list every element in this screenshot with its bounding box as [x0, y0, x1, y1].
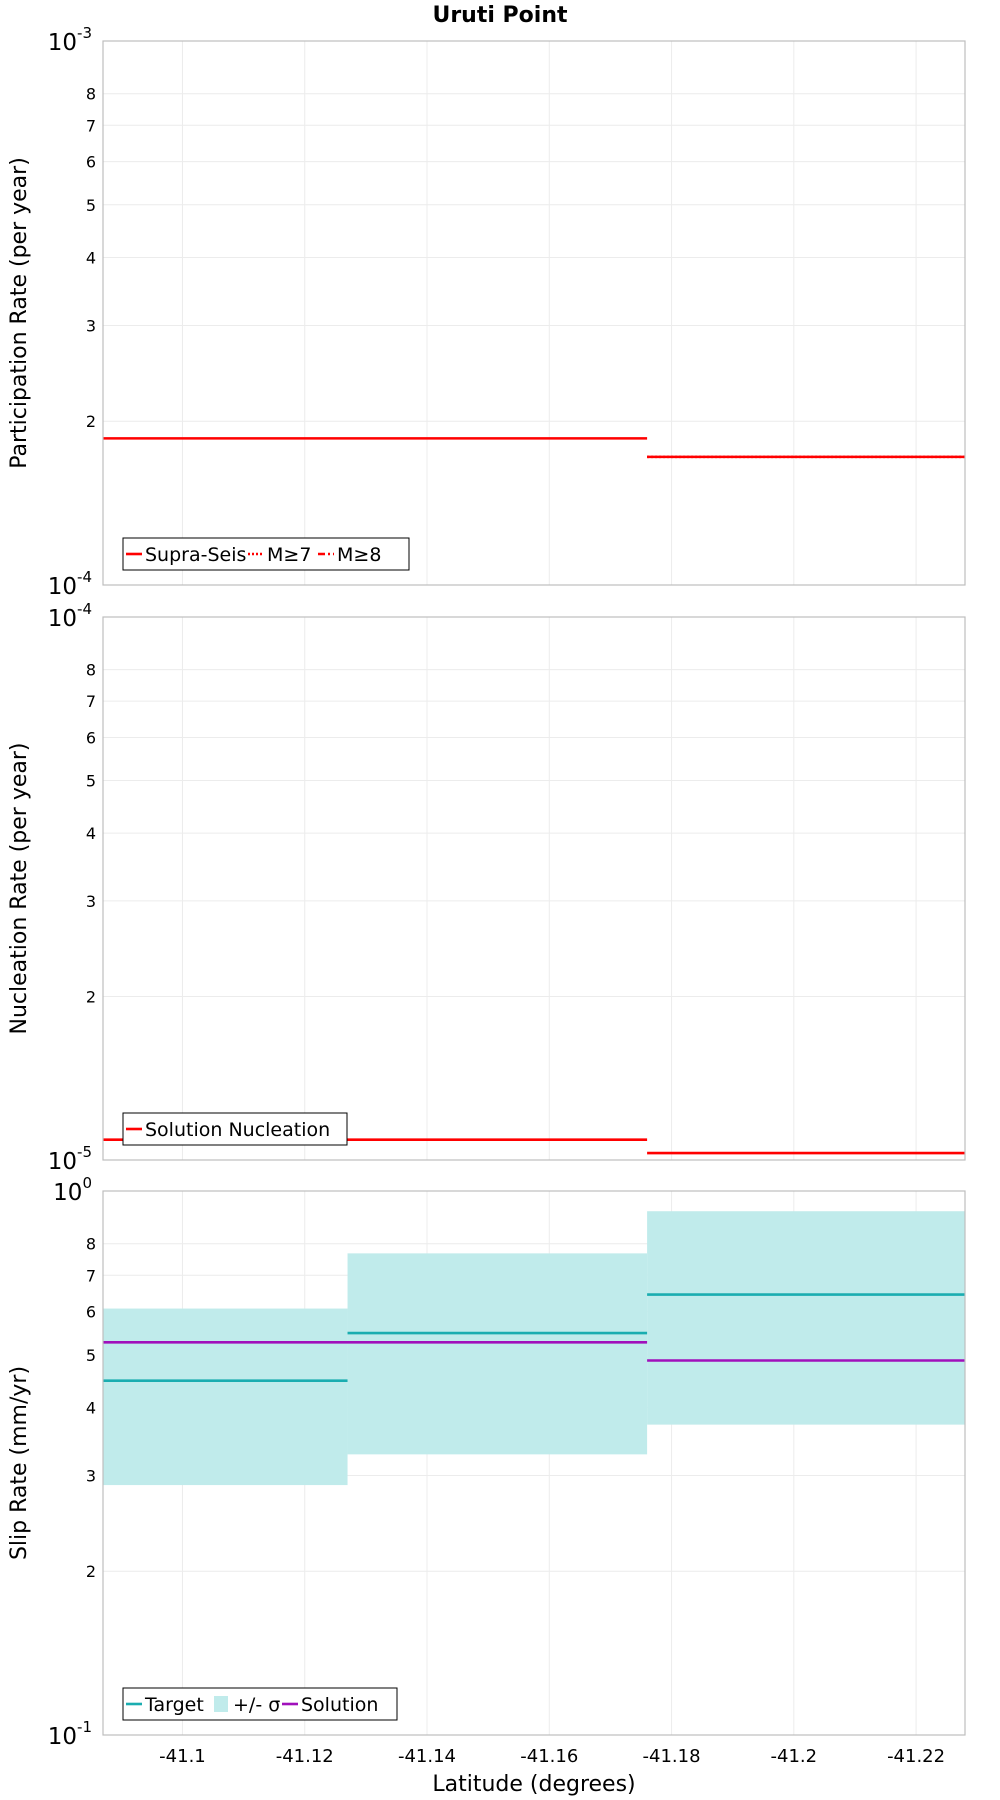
legend: Target +/- σ Solution [122, 1687, 398, 1721]
y-tick-label: 10-1 [48, 1718, 92, 1750]
y-tick-label: 7 [86, 116, 96, 135]
y-tick-label: 4 [86, 1398, 96, 1417]
y-tick-label: 4 [86, 248, 96, 267]
x-tick-label: -41.2 [771, 1746, 818, 1767]
x-tick-label: -41.1 [159, 1746, 206, 1767]
legend: Solution Nucleation [122, 1112, 348, 1146]
y-tick-label: 100 [53, 1174, 92, 1206]
y-tick-label: 3 [86, 892, 96, 911]
plot-frame [102, 40, 966, 586]
legend-label: +/- σ [233, 1694, 280, 1716]
nucleation-rate-panel: 10-5 2 3 4 5 6 7 8 10-4 Nucleation Rate (per year… [7, 600, 966, 1175]
y-tick-label: 7 [86, 692, 96, 711]
legend-box [122, 1112, 348, 1146]
x-axis-label: Latitude (degrees) [432, 1772, 635, 1797]
sigma-band [647, 1211, 965, 1425]
chart-title: Uruti Point [432, 3, 568, 28]
legend-box [122, 537, 410, 571]
y-tick-label: 8 [86, 1235, 96, 1254]
participation-rate-panel: 10-4 2 3 4 5 6 7 8 10-3 Participation Rate (per y… [7, 24, 966, 600]
y-tick-label: 2 [86, 988, 96, 1007]
y-tick-label: 10-4 [48, 600, 92, 632]
y-tick-label: 5 [86, 1346, 96, 1365]
legend-swatch [214, 1696, 228, 1712]
x-tick-label: -41.18 [643, 1746, 701, 1767]
x-tick-label: -41.16 [520, 1746, 578, 1767]
y-tick-label: 8 [86, 85, 96, 104]
y-tick-label: 10-3 [48, 24, 92, 56]
sigma-band [103, 1308, 348, 1486]
y-tick-label: 2 [86, 412, 96, 431]
legend-box [122, 1687, 398, 1721]
slip-rate-panel: 10-1 2 3 4 5 6 7 8 100 Slip Rate (mm/yr) Target +/-… [7, 1174, 966, 1750]
legend-label: Target [144, 1694, 204, 1716]
y-tick-label: 10-5 [48, 1143, 92, 1175]
x-axis: -41.1 -41.12 -41.14 -41.16 -41.18 -41.2 -41.22 [159, 1746, 945, 1767]
x-tick-label: -41.22 [887, 1746, 945, 1767]
y-tick-label: 4 [86, 824, 96, 843]
y-tick-label: 7 [86, 1266, 96, 1285]
y-tick-label: 2 [86, 1562, 96, 1581]
plot-frame [102, 616, 966, 1161]
legend-label: Solution Nucleation [145, 1119, 330, 1141]
sigma-band [347, 1253, 648, 1455]
x-tick-label: -41.12 [276, 1746, 334, 1767]
y-tick-label: 5 [86, 771, 96, 790]
y-tick-label: 3 [86, 316, 96, 335]
y-axis-label: Participation Rate (per year) [7, 157, 32, 469]
y-axis-label: Nucleation Rate (per year) [7, 743, 32, 1035]
legend-label: M≥8 [337, 544, 381, 566]
legend-label: Supra-Seis [145, 544, 246, 566]
y-tick-label: 6 [86, 1303, 96, 1322]
legend-label: Solution [301, 1694, 378, 1716]
y-tick-label: 5 [86, 196, 96, 215]
legend-label: M≥7 [267, 544, 311, 566]
legend: Supra-Seis M≥7 M≥8 [122, 537, 410, 571]
y-tick-label: 3 [86, 1466, 96, 1485]
y-tick-label: 6 [86, 728, 96, 747]
y-axis-label: Slip Rate (mm/yr) [7, 1366, 32, 1560]
y-tick-label: 10-4 [48, 568, 92, 600]
y-tick-label: 6 [86, 153, 96, 172]
x-tick-label: -41.14 [398, 1746, 456, 1767]
plot-frame [102, 1190, 966, 1736]
y-tick-label: 8 [86, 661, 96, 680]
